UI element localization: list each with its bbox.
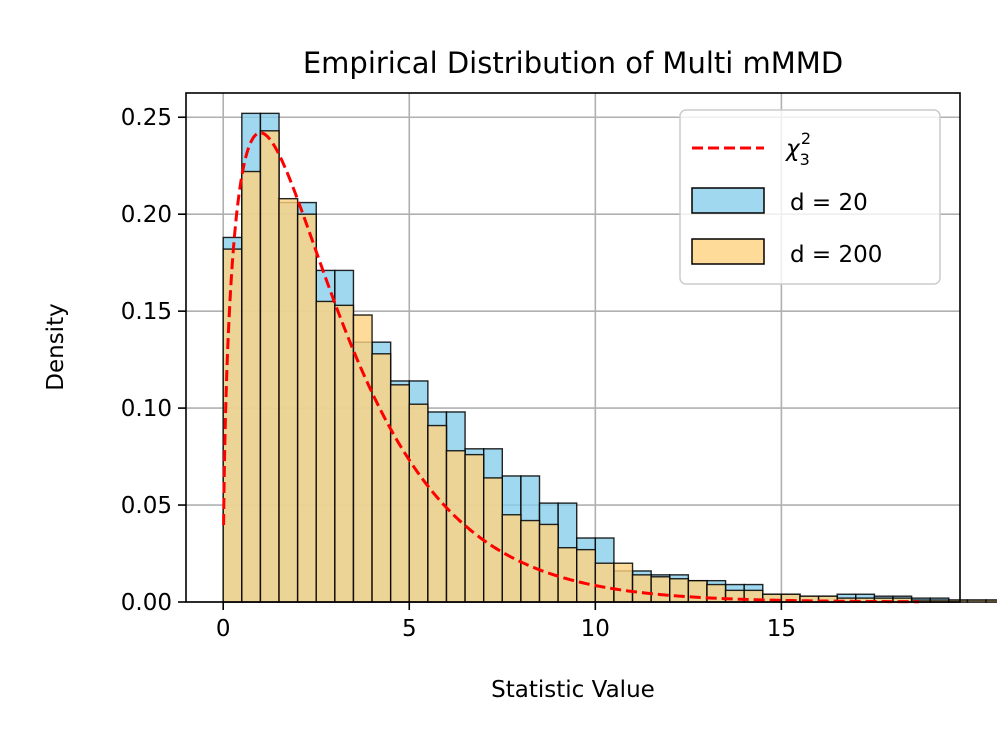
bar-series1-bin20 — [594, 562, 615, 603]
bar-series1-bin24 — [669, 578, 690, 603]
y-axis-label: Density — [43, 303, 69, 390]
x-tick-label-3: 15 — [767, 616, 796, 642]
x-tick-label-0: 0 — [216, 616, 231, 642]
bar-series1-bin22 — [631, 574, 652, 603]
bar-series1-bin40 — [966, 599, 987, 603]
bar-series1-bin8 — [371, 353, 392, 603]
chi-square-curve — [222, 131, 920, 604]
legend-swatch-d20 — [691, 187, 765, 214]
bar-series1-bin19 — [576, 548, 597, 603]
y-tick-label-0: 0.00 — [121, 590, 172, 616]
y-tick-label-2: 0.10 — [121, 396, 172, 422]
y-tick-label-1: 0.05 — [121, 493, 172, 519]
bar-series1-bin16 — [520, 519, 541, 603]
bar-series1-bin14 — [482, 477, 503, 603]
legend-label-chi-square: χ3 2 — [784, 129, 811, 169]
x-tick-label-2: 10 — [581, 616, 610, 642]
legend-swatch-d200 — [691, 238, 765, 265]
bar-series1-bin3 — [278, 197, 299, 603]
bar-series1-bin6 — [334, 304, 355, 603]
histogram-bars — [222, 112, 997, 603]
bar-series1-bin23 — [650, 576, 671, 603]
bar-series1-bin41 — [985, 599, 997, 603]
bar-series1-bin18 — [557, 547, 578, 603]
legend-chi-subscript: 3 — [800, 150, 810, 169]
plot-frame — [185, 92, 961, 603]
legend-chi-symbol: χ — [784, 136, 801, 162]
bar-series1-bin9 — [389, 384, 410, 603]
bar-series1-bin25 — [687, 579, 708, 603]
y-tick-label-4: 0.20 — [121, 202, 172, 228]
legend-label-d200: d = 200 — [790, 242, 882, 268]
bar-series1-bin10 — [408, 403, 429, 603]
chart-title: Empirical Distribution of Multi mMMD — [303, 46, 843, 80]
y-tick-label-5: 0.25 — [121, 105, 172, 131]
bar-series1-bin1 — [241, 170, 262, 603]
bar-series1-bin4 — [296, 213, 317, 603]
legend-chi-superscript: 2 — [801, 129, 811, 148]
density-curve-layer — [222, 131, 920, 604]
bar-series1-bin2 — [259, 130, 280, 603]
legend: χ3 2 d = 20 d = 200 — [679, 109, 941, 285]
legend-label-d20: d = 20 — [790, 190, 868, 216]
x-tick-label-1: 5 — [402, 616, 417, 642]
axes: 0 5 10 15 0.00 0.05 0.10 0.15 0.20 0.25 — [121, 105, 796, 642]
y-tick-label-3: 0.15 — [121, 299, 172, 325]
bar-series1-bin5 — [315, 300, 336, 603]
x-axis-label: Statistic Value — [491, 677, 655, 703]
bar-series1-bin17 — [538, 523, 559, 603]
bar-series1-bin11 — [427, 424, 448, 603]
bar-series1-bin21 — [613, 562, 634, 603]
bar-series1-bin12 — [445, 450, 466, 603]
